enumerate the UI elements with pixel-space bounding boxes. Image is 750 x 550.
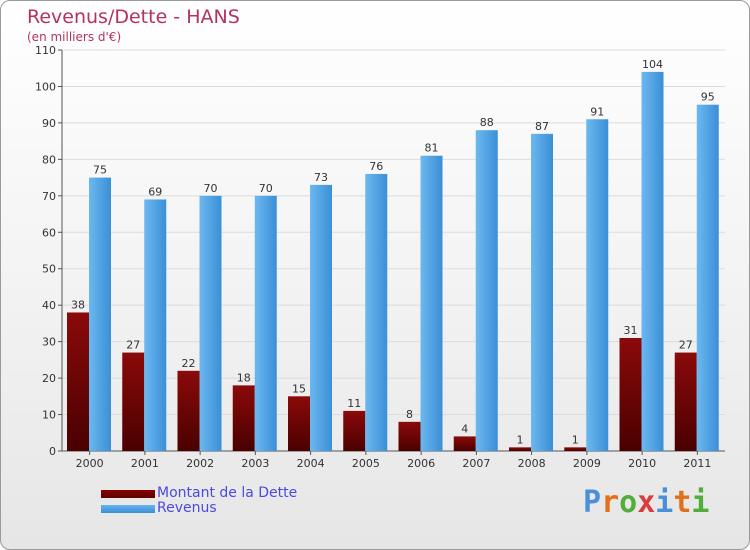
x-tick-label: 2004 (297, 457, 325, 470)
y-tick-label: 90 (42, 117, 56, 130)
y-tick-label: 60 (42, 226, 56, 239)
value-label-revenue: 73 (314, 171, 328, 184)
bar-debt (67, 312, 89, 451)
bars (67, 71, 719, 452)
y-tick-label: 40 (42, 299, 56, 312)
logo-letter: i (691, 485, 710, 520)
axes: 0 10 20 30 40 50 60 70 80 90 100 110 2000 2001 2002 200… (35, 44, 725, 470)
value-label-revenue: 95 (701, 91, 715, 104)
x-tick-label: 2003 (241, 457, 269, 470)
logo-letter: P (583, 485, 602, 520)
bar-revenue (144, 199, 167, 451)
value-label-debt: 8 (406, 408, 413, 421)
legend-label-revenue: Revenus (157, 500, 217, 516)
y-tick-label: 30 (42, 336, 56, 349)
bar-revenue (531, 133, 553, 451)
x-tick-label: 2011 (683, 457, 711, 470)
bar-revenue (199, 195, 222, 451)
y-tick-label: 80 (42, 153, 56, 166)
logo-letter: x (637, 485, 656, 520)
legend-swatch-debt (101, 490, 155, 498)
x-tick-label: 2001 (131, 457, 159, 470)
bar-revenue (475, 130, 498, 451)
value-label-debt: 1 (517, 433, 524, 446)
bar-revenue (310, 184, 332, 451)
logo-letter: t (673, 485, 692, 520)
x-tick-label: 2007 (462, 457, 490, 470)
value-label-debt: 38 (71, 298, 85, 311)
value-label-revenue: 69 (148, 185, 162, 198)
bar-debt (619, 337, 642, 451)
bar-revenue (696, 104, 719, 451)
x-tick-label: 2009 (573, 457, 601, 470)
bar-debt (564, 447, 587, 451)
value-label-debt: 27 (679, 339, 693, 352)
bar-debt (398, 421, 421, 451)
logo-letter: r (601, 485, 620, 520)
value-label-debt: 15 (292, 382, 306, 395)
bar-debt (343, 410, 366, 451)
x-tick-label: 2002 (186, 457, 214, 470)
y-tick-label: 50 (42, 263, 56, 276)
x-tick-label: 2006 (407, 457, 435, 470)
bar-revenue (254, 195, 277, 451)
bar-debt (232, 385, 255, 451)
bar-revenue (641, 71, 664, 451)
x-tick-label: 2008 (518, 457, 546, 470)
value-label-debt: 4 (461, 422, 468, 435)
bar-revenue (420, 155, 443, 451)
y-tick-label: 20 (42, 372, 56, 385)
value-label-debt: 18 (237, 371, 251, 384)
bar-revenue (365, 173, 388, 452)
y-tick-label: 10 (42, 409, 56, 422)
chart-title: Revenus/Dette - HANS (27, 6, 240, 28)
y-tick-label: 70 (42, 190, 56, 203)
y-tick-label: 100 (35, 80, 56, 93)
bar-debt (674, 352, 697, 451)
value-labels: 3875276922701870157311768814881871913110… (71, 58, 715, 446)
x-tick-label: 2005 (352, 457, 380, 470)
legend-swatch-revenue (101, 505, 155, 513)
legend-label-debt: Montant de la Dette (157, 485, 298, 501)
chart-subtitle: (en milliers d'€) (27, 30, 122, 44)
value-label-debt: 11 (347, 397, 361, 410)
value-label-revenue: 70 (259, 182, 273, 195)
bar-revenue (89, 177, 111, 451)
value-label-revenue: 76 (369, 160, 383, 173)
bar-revenue (586, 119, 609, 451)
value-label-debt: 27 (126, 339, 140, 352)
bar-debt (453, 436, 476, 451)
bar-debt (509, 447, 531, 451)
x-tick-label: 2000 (76, 457, 104, 470)
grid-lines (62, 49, 725, 452)
x-tick-label: 2010 (628, 457, 656, 470)
value-label-debt: 1 (572, 433, 579, 446)
value-label-debt: 22 (182, 357, 196, 370)
bar-debt (122, 352, 145, 451)
y-tick-label: 110 (35, 44, 56, 57)
proxiti-logo: Proxiti (583, 485, 709, 520)
value-label-revenue: 75 (93, 164, 107, 177)
value-label-revenue: 87 (535, 120, 549, 133)
value-label-revenue: 70 (204, 182, 218, 195)
bar-debt (177, 370, 200, 451)
bar-debt (288, 396, 310, 451)
value-label-revenue: 88 (480, 116, 494, 129)
y-tick-label: 0 (49, 445, 56, 458)
value-label-revenue: 81 (425, 142, 439, 155)
value-label-revenue: 91 (590, 105, 604, 118)
value-label-debt: 31 (624, 324, 638, 337)
logo-letter: i (655, 485, 674, 520)
value-label-revenue: 104 (642, 58, 663, 71)
logo-letter: o (619, 485, 638, 520)
